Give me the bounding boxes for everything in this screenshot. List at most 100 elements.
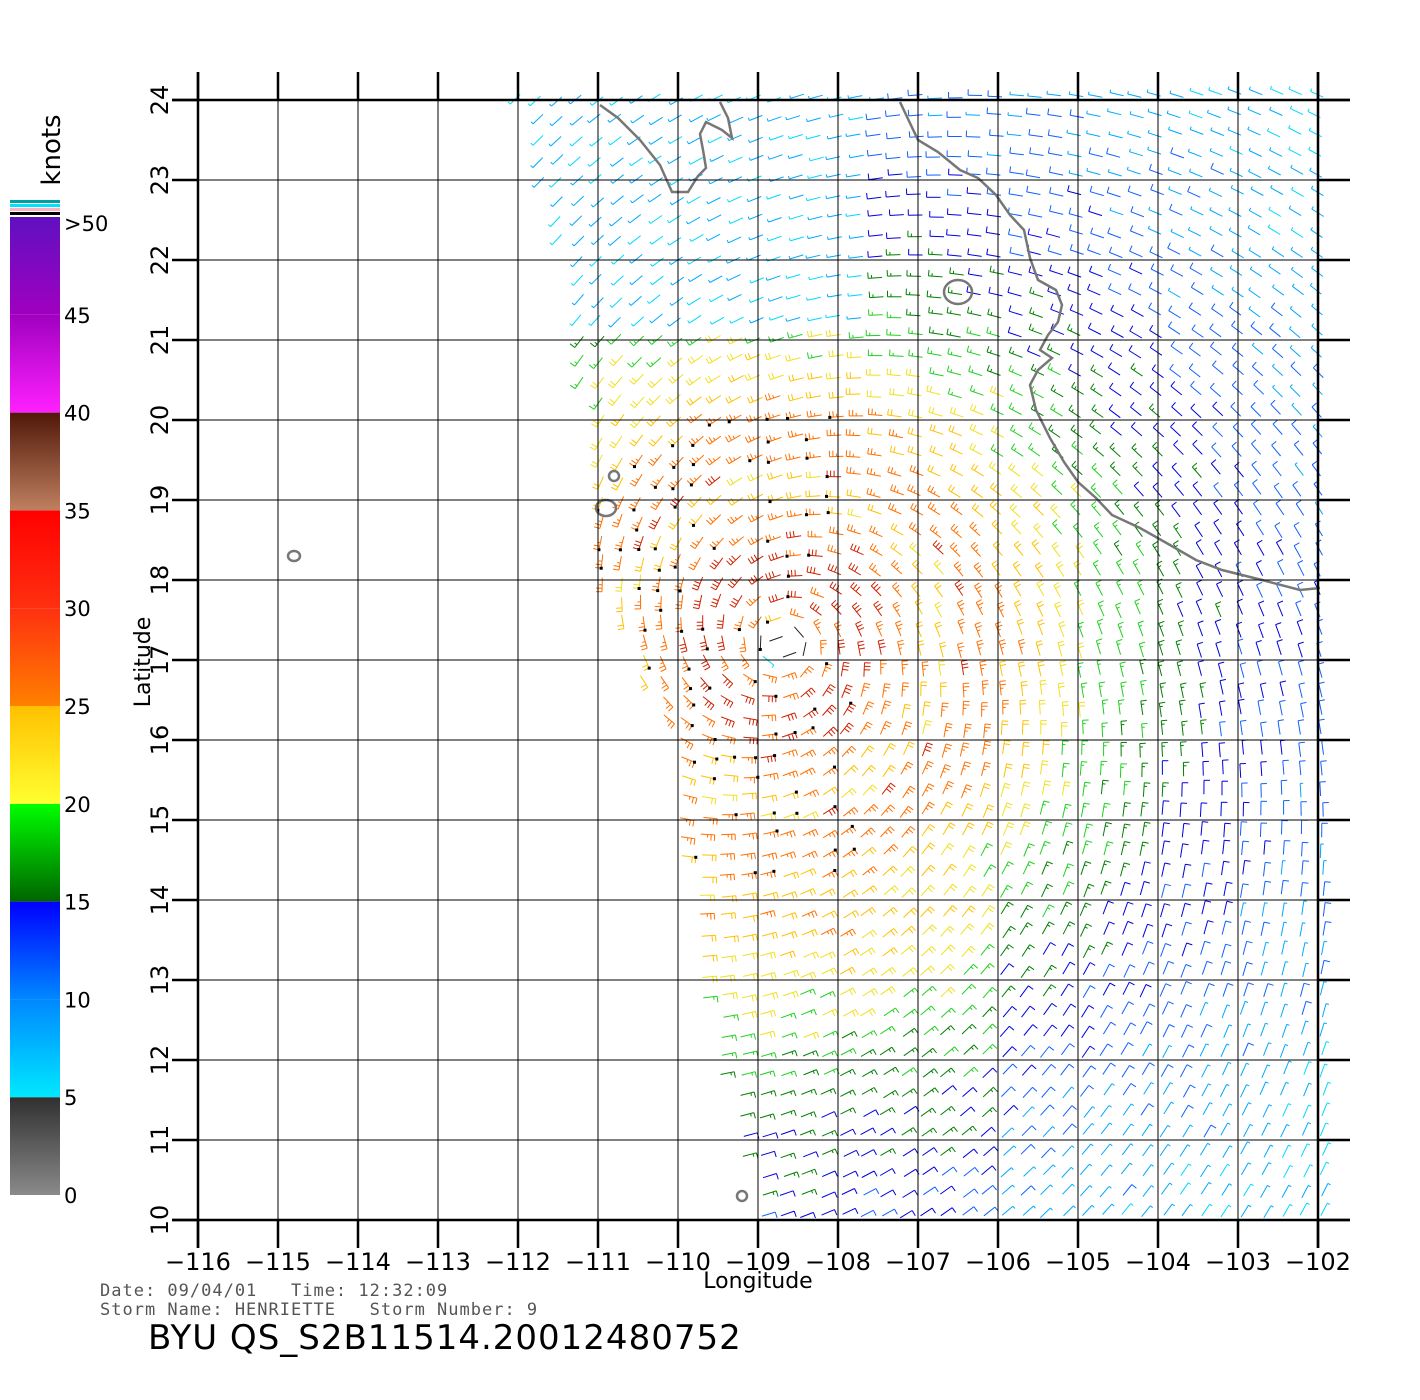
- wind-barb: [1301, 1000, 1312, 1015]
- wind-barb: [850, 543, 864, 556]
- wind-barb: [1321, 739, 1328, 755]
- wind-barb: [1240, 883, 1249, 898]
- wind-barb: [1060, 1024, 1075, 1037]
- wind-barb: [1120, 1162, 1133, 1175]
- wind-barb: [747, 213, 763, 220]
- wind-barb: [1069, 304, 1084, 316]
- wind-barb: [1002, 1046, 1017, 1058]
- wind-barb: [760, 869, 776, 879]
- wind-barb: [1275, 499, 1285, 516]
- wind-barb: [721, 955, 737, 963]
- wind-barb: [571, 235, 585, 247]
- wind-barb: [1001, 1086, 1016, 1097]
- wind-barb: [962, 1004, 977, 1016]
- wind-barb: [940, 801, 953, 815]
- wind-barb: [941, 1085, 957, 1095]
- wind-barb: [1000, 1167, 1014, 1178]
- wind-barb: [926, 191, 941, 198]
- wind-barb: [906, 270, 921, 277]
- wind-barb: [728, 217, 744, 225]
- wind-barb: [840, 1089, 857, 1097]
- legend-color-band: [10, 1097, 60, 1195]
- wind-barb: [949, 267, 964, 276]
- wind-barb: [1042, 942, 1056, 955]
- wind-barb: [929, 367, 944, 377]
- wind-barb: [926, 169, 941, 176]
- wind-barb: [548, 136, 562, 147]
- wind-barb: [863, 804, 879, 815]
- wind-barb: [828, 113, 844, 118]
- wind-barb: [1081, 1025, 1095, 1039]
- wind-barb: [883, 844, 899, 855]
- wind-barb: [1199, 802, 1208, 817]
- wind-barb: [1321, 940, 1328, 956]
- wind-barb: [608, 354, 624, 367]
- wind-barb: [688, 114, 704, 123]
- wind-barb: [986, 107, 1002, 115]
- wind-barb: [1310, 227, 1323, 239]
- wind-barb: [1100, 1105, 1112, 1117]
- wind-barb: [1110, 325, 1124, 338]
- wind-barb: [921, 824, 936, 837]
- wind-barb: [1269, 322, 1281, 338]
- wind-barb: [1242, 801, 1250, 817]
- wind-barb: [906, 151, 922, 158]
- wind-barb: [903, 1047, 920, 1057]
- wind-barb: [907, 109, 923, 117]
- wind-barb: [1009, 424, 1023, 438]
- wind-barb: [709, 557, 724, 570]
- wind-barb: [1290, 164, 1304, 175]
- wind-barb: [1260, 800, 1268, 816]
- wind-barb: [709, 316, 725, 325]
- wind-barb: [781, 731, 798, 741]
- wind-barb: [768, 315, 784, 321]
- wind-barb: [745, 595, 761, 607]
- wind-barb: [680, 836, 696, 845]
- wind-barb: [1037, 619, 1045, 636]
- wind-barb: [780, 1129, 797, 1136]
- wind-barb: [1281, 1144, 1292, 1158]
- wind-barb: [1293, 440, 1304, 456]
- wind-barb: [800, 1111, 817, 1118]
- wind-barb: [846, 524, 861, 535]
- wind-barb: [920, 681, 928, 697]
- wind-barb: [1062, 881, 1075, 895]
- wind-barb: [759, 1113, 776, 1120]
- wind-barb: [1147, 225, 1162, 235]
- wind-barb: [783, 1171, 800, 1178]
- wind-barb: [863, 1188, 880, 1196]
- wind-barb: [647, 377, 663, 388]
- wind-barb: [1199, 1142, 1211, 1156]
- wind-barb: [1189, 126, 1204, 135]
- wind-barb: [914, 598, 923, 615]
- wind-barb: [1158, 639, 1165, 656]
- wind-barb: [971, 503, 984, 518]
- wind-barb: [1229, 265, 1243, 276]
- wind-barb: [840, 661, 850, 677]
- wind-barb: [1163, 1203, 1175, 1216]
- wind-barb: [1080, 923, 1093, 937]
- island-outline: [735, 1189, 749, 1203]
- wind-barb: [1028, 128, 1043, 138]
- wind-barb: [745, 415, 762, 423]
- wind-barb: [787, 154, 803, 159]
- wind-barb: [1260, 783, 1267, 798]
- wind-barb: [881, 1208, 898, 1217]
- wind-barb: [1137, 579, 1145, 596]
- lon-tick-label: −107: [885, 1248, 951, 1276]
- wind-barb: [1161, 923, 1173, 938]
- wind-barb: [1130, 421, 1143, 437]
- wind-barb: [741, 756, 758, 764]
- wind-barb: [548, 177, 562, 188]
- wind-barb: [1201, 862, 1211, 877]
- wind-barb: [861, 929, 878, 939]
- wind-barb: [760, 1090, 777, 1097]
- wind-barb: [1117, 621, 1124, 638]
- legend-value-label: 30: [64, 597, 91, 621]
- wind-barb: [1231, 441, 1242, 457]
- wind-barb: [1319, 843, 1324, 859]
- wind-barb: [767, 513, 784, 521]
- wind-barb: [1263, 861, 1272, 877]
- wind-barb: [1297, 641, 1304, 658]
- wind-barb: [920, 1005, 936, 1016]
